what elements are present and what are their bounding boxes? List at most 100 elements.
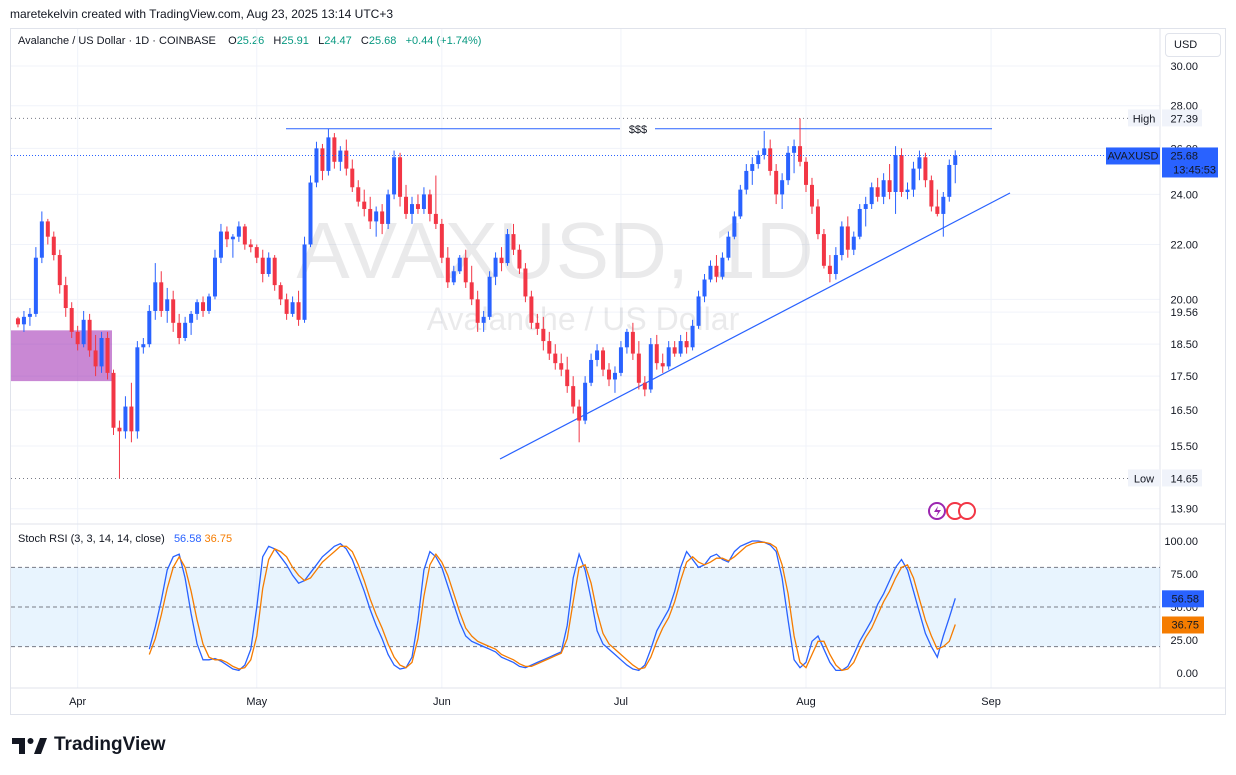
stoch-title[interactable]: Stoch RSI (3, 3, 14, 14, close): [18, 533, 165, 545]
candle: [511, 223, 516, 256]
candle-body: [356, 187, 361, 202]
candle-body: [863, 204, 868, 209]
candle: [380, 204, 385, 235]
change-value: +0.44 (+1.74%): [405, 35, 482, 47]
candle: [135, 341, 140, 439]
candle-body: [905, 189, 910, 193]
high-value: 27.39: [1170, 113, 1198, 125]
candle: [260, 249, 265, 283]
candle: [21, 310, 26, 332]
candle-body: [386, 194, 391, 224]
candle: [547, 331, 552, 360]
candle: [290, 296, 295, 317]
candle: [917, 150, 922, 181]
candle-body: [618, 347, 623, 373]
candle: [392, 150, 397, 200]
candle: [553, 344, 558, 370]
candle: [248, 239, 253, 253]
candle: [439, 218, 444, 264]
candle-body: [493, 257, 498, 277]
currency-button[interactable]: USD: [1165, 33, 1221, 57]
candle: [595, 344, 600, 367]
candle-body: [380, 211, 385, 224]
candle: [51, 231, 56, 261]
candle: [678, 334, 683, 357]
candle-body: [338, 150, 343, 162]
candle-body: [302, 244, 307, 320]
stoch-axis-label: 100.00: [1164, 536, 1198, 548]
candle-body: [809, 184, 814, 207]
candle: [899, 148, 904, 197]
candle: [798, 118, 803, 167]
candle-body: [129, 406, 134, 432]
candle: [15, 316, 20, 328]
low-value-bg: [1162, 469, 1202, 487]
last-price-bg: [1162, 147, 1218, 178]
candle: [744, 164, 749, 195]
candle-body: [201, 302, 206, 311]
candle-body: [415, 204, 420, 209]
candle-body: [457, 257, 462, 272]
candle: [338, 146, 343, 171]
stoch-k-tag-bg: [1162, 590, 1204, 608]
candle-body: [786, 152, 791, 181]
candle: [702, 273, 707, 303]
candle-body: [595, 350, 600, 360]
candle-body: [481, 316, 486, 323]
candle: [93, 334, 98, 377]
high-label: High: [1133, 113, 1156, 125]
candle-body: [326, 137, 331, 171]
low-label: L: [318, 35, 325, 47]
candle-body: [511, 234, 516, 250]
candle: [356, 180, 361, 207]
candle: [183, 316, 188, 342]
candle-body: [230, 236, 235, 240]
candle-body: [857, 208, 862, 237]
candle: [630, 322, 635, 360]
tradingview-logo-icon: [12, 738, 47, 754]
brand-name: TradingView: [54, 734, 166, 755]
candle: [153, 263, 158, 320]
candle-body: [839, 226, 844, 256]
candle-body: [183, 322, 188, 338]
candle: [362, 189, 367, 217]
candle-body: [690, 325, 695, 348]
candle-body: [63, 285, 68, 309]
candle: [284, 293, 289, 320]
tradingview-logo[interactable]: TradingView: [12, 734, 166, 756]
candle-body: [296, 302, 301, 320]
candle: [804, 157, 809, 193]
candle-body: [374, 211, 379, 222]
candle-body: [624, 331, 629, 348]
candle-body: [392, 157, 397, 195]
candle: [607, 363, 611, 387]
symbol-title[interactable]: Avalanche / US Dollar · 1D · COINBASE: [18, 35, 216, 47]
candle: [147, 305, 152, 348]
stoch-axis-label: 75.00: [1170, 569, 1198, 581]
economic-event-icon: [958, 502, 976, 520]
candle-body: [93, 350, 98, 367]
candle: [815, 199, 820, 240]
open-value: 25.26: [236, 35, 265, 47]
candle: [493, 252, 498, 286]
lightning-icon: [934, 506, 941, 517]
candle: [821, 228, 826, 269]
candle-body: [224, 231, 229, 240]
candle-body: [833, 255, 838, 274]
candle-body: [559, 363, 564, 370]
candle: [344, 139, 349, 176]
candle-body: [51, 236, 56, 256]
candle: [953, 150, 958, 184]
candle-body: [505, 234, 510, 264]
candle-body: [439, 223, 444, 258]
candle-body: [523, 268, 528, 297]
candle: [368, 196, 373, 229]
stoch-d-tag: 36.75: [1171, 619, 1199, 631]
candle-body: [792, 146, 797, 153]
candle: [427, 189, 432, 222]
candle: [756, 150, 761, 169]
candle: [117, 420, 122, 479]
candle-body: [726, 236, 731, 258]
stoch-d-tag-bg: [1162, 616, 1204, 634]
